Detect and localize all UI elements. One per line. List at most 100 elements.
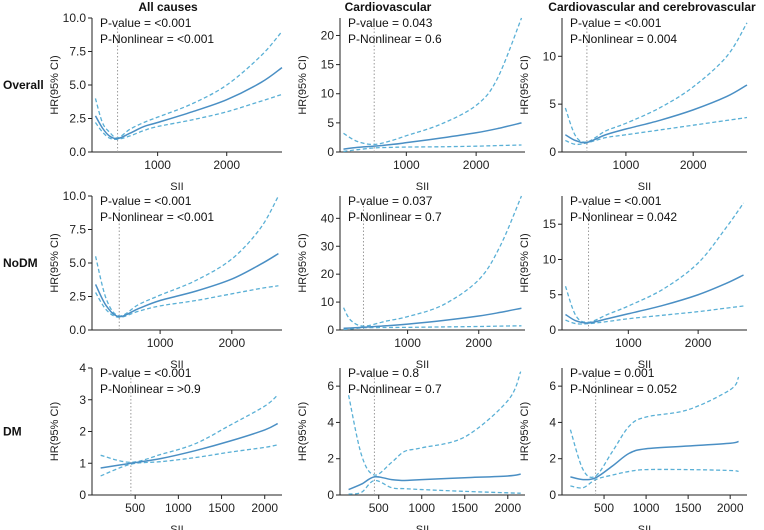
y-tick-label: 5 <box>327 116 334 130</box>
y-tick-label: 20 <box>321 267 335 281</box>
ci-upper-line <box>342 195 523 327</box>
ci-upper-line <box>564 22 748 143</box>
x-tick-label: 2000 <box>251 501 278 515</box>
x-tick-label: 1500 <box>208 501 235 515</box>
x-tick-label: 2000 <box>463 158 490 172</box>
x-tick-label: 2000 <box>717 501 744 515</box>
y-tick-label: 5.0 <box>69 78 86 92</box>
x-tick-label: 2000 <box>494 501 521 515</box>
y-tick-label: 0 <box>549 323 556 337</box>
x-tick-label: 1000 <box>393 158 420 172</box>
p-value-annotation: P-value = <0.001 <box>100 194 192 208</box>
y-tick-label: 2 <box>79 425 86 439</box>
x-axis-title: SII <box>638 181 651 193</box>
y-tick-label: 10 <box>543 252 557 266</box>
y-tick-label: 5.0 <box>69 256 86 270</box>
ci-lower-line <box>570 468 739 489</box>
p-value-annotation: P-value = 0.043 <box>348 16 433 30</box>
x-axis-title: SII <box>416 181 429 193</box>
x-tick-label: 1500 <box>675 501 702 515</box>
x-axis-title: SII <box>416 359 429 371</box>
y-axis-title: HR(95% CI) <box>519 55 531 114</box>
x-tick-label: 1500 <box>451 501 478 515</box>
row-label: NoDM <box>3 256 38 270</box>
x-axis-title: SII <box>638 524 651 530</box>
y-tick-label: 7.5 <box>69 223 86 237</box>
ci-upper-line <box>94 30 283 139</box>
x-tick-label: 2000 <box>218 336 245 350</box>
y-tick-label: 40 <box>321 211 335 225</box>
ci-lower-line <box>565 305 744 325</box>
hr-line <box>94 66 283 140</box>
ci-upper-line <box>569 376 740 478</box>
x-tick-label: 2000 <box>685 336 712 350</box>
x-tick-label: 2000 <box>680 158 707 172</box>
y-tick-label: 3 <box>79 393 86 407</box>
y-tick-label: 2.5 <box>69 290 86 304</box>
x-tick-label: 500 <box>369 501 389 515</box>
ci-lower-line <box>94 93 283 141</box>
row-label: Overall <box>3 78 44 92</box>
y-tick-label: 20 <box>321 28 335 42</box>
y-tick-label: 10 <box>321 295 335 309</box>
y-axis-title: HR(95% CI) <box>49 402 61 461</box>
p-value-annotation: P-value = <0.001 <box>100 366 192 380</box>
ci-lower-line <box>95 285 279 318</box>
hr-line <box>343 307 522 330</box>
x-axis-title: SII <box>638 359 651 371</box>
y-tick-label: 30 <box>321 239 335 253</box>
x-axis-title: SII <box>170 359 183 371</box>
x-tick-label: 2000 <box>465 336 492 350</box>
x-tick-label: 1000 <box>144 158 171 172</box>
x-tick-label: 500 <box>594 501 614 515</box>
y-tick-label: 2 <box>327 452 334 466</box>
p-value-annotation: P-value = <0.001 <box>570 194 662 208</box>
y-axis-title: HR(95% CI) <box>49 233 61 292</box>
x-tick-label: 1000 <box>613 158 640 172</box>
ci-upper-line <box>564 202 745 323</box>
column-title: Cardiovascular <box>345 0 432 14</box>
ci-upper-line <box>347 371 522 476</box>
x-axis-title: SII <box>170 181 183 193</box>
y-tick-label: 0 <box>327 145 334 159</box>
y-axis-title: HR(95% CI) <box>297 55 309 114</box>
x-axis-title: SII <box>416 524 429 530</box>
y-tick-label: 0.0 <box>69 323 86 337</box>
column-title: Cardiovascular and cerebrovascular <box>548 0 756 14</box>
y-tick-label: 6 <box>549 379 556 393</box>
y-tick-label: 7.5 <box>69 45 86 59</box>
p-value-annotation: P-Nonlinear = 0.052 <box>570 382 677 396</box>
y-tick-label: 2 <box>549 452 556 466</box>
p-value-annotation: P-value = 0.001 <box>570 366 655 380</box>
y-tick-label: 6 <box>327 379 334 393</box>
p-value-annotation: P-Nonlinear = 0.6 <box>348 32 442 46</box>
y-tick-label: 4 <box>327 415 334 429</box>
ci-lower-line <box>100 444 278 477</box>
hr-line <box>343 122 522 150</box>
x-tick-label: 1000 <box>633 501 660 515</box>
y-tick-label: 0 <box>327 323 334 337</box>
x-tick-label: 1000 <box>408 501 435 515</box>
y-tick-label: 5 <box>549 288 556 302</box>
y-tick-label: 15 <box>321 58 335 72</box>
ci-upper-line <box>100 394 279 463</box>
hr-line <box>565 274 744 324</box>
hr-line <box>94 252 279 318</box>
y-tick-label: 0 <box>327 488 334 502</box>
y-axis-title: HR(95% CI) <box>519 233 531 292</box>
hr-line <box>348 473 521 491</box>
y-axis-title: HR(95% CI) <box>519 402 531 461</box>
hr-line <box>100 422 279 469</box>
y-tick-label: 4 <box>549 415 556 429</box>
y-axis-title: HR(95% CI) <box>297 402 309 461</box>
y-tick-label: 2.5 <box>69 112 86 126</box>
p-value-annotation: P-Nonlinear = <0.001 <box>100 32 214 46</box>
x-tick-label: 1000 <box>147 336 174 350</box>
y-tick-label: 0 <box>549 488 556 502</box>
y-tick-label: 15 <box>543 217 557 231</box>
p-value-annotation: P-Nonlinear = 0.004 <box>570 32 677 46</box>
p-value-annotation: P-value = <0.001 <box>570 16 662 30</box>
p-value-annotation: P-Nonlinear = <0.001 <box>100 210 214 224</box>
p-value-annotation: P-value = 0.8 <box>348 366 419 380</box>
